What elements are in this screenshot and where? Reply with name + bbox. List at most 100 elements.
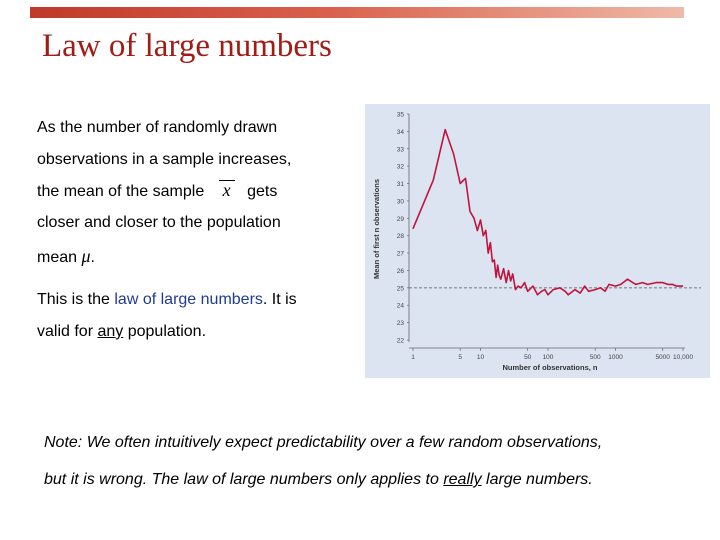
data-point bbox=[635, 284, 637, 285]
data-point bbox=[444, 129, 446, 130]
data-point bbox=[564, 290, 566, 292]
y-tick-label: 27 bbox=[397, 251, 405, 258]
x-tick-label: 10 bbox=[477, 354, 485, 361]
note-line-2: but it is wrong. The law of large number… bbox=[44, 471, 593, 489]
data-point bbox=[608, 284, 610, 285]
data-point bbox=[588, 290, 589, 292]
data-point bbox=[584, 285, 586, 287]
data-point bbox=[532, 285, 534, 287]
x-tick-label: 1 bbox=[411, 354, 415, 361]
data-point bbox=[512, 273, 514, 275]
data-point bbox=[672, 284, 673, 285]
x-tick-label: 10,000 bbox=[673, 354, 693, 361]
data-point bbox=[527, 290, 529, 292]
line-chart: 22 23 24 25 26 27 28 29 30 31 32 33 34 35 1 5 10 50 100 500… bbox=[365, 104, 710, 378]
data-point bbox=[682, 285, 684, 287]
data-point bbox=[655, 282, 657, 283]
slide-title: Law of large numbers bbox=[42, 28, 332, 64]
body-line-6: This is the law of large numbers. It is bbox=[37, 291, 297, 309]
data-point bbox=[559, 287, 561, 289]
y-tick-label: 32 bbox=[397, 164, 405, 171]
x-tick-label: 1000 bbox=[608, 354, 623, 361]
y-axis-label: Mean of first n observations bbox=[372, 179, 381, 279]
x-tick-label: 500 bbox=[590, 354, 601, 361]
data-point bbox=[500, 278, 502, 280]
data-point bbox=[498, 275, 500, 277]
data-point bbox=[676, 285, 677, 287]
data-point bbox=[490, 242, 491, 244]
data-point bbox=[520, 287, 522, 289]
note-line-2-text-a: but it is wrong. The law of large number… bbox=[44, 471, 439, 488]
data-point bbox=[547, 294, 549, 296]
data-point bbox=[647, 284, 649, 285]
data-point bbox=[667, 284, 669, 285]
data-point bbox=[524, 282, 525, 283]
population-mean-symbol: μ bbox=[81, 246, 91, 266]
data-point bbox=[473, 217, 475, 219]
x-tick-label: 5 bbox=[458, 354, 462, 361]
y-tick-label: 24 bbox=[397, 303, 405, 310]
data-point bbox=[642, 282, 643, 283]
any-underlined: any bbox=[97, 323, 124, 340]
y-tick-label: 30 bbox=[397, 198, 405, 205]
data-point bbox=[662, 282, 664, 283]
data-point bbox=[615, 285, 616, 287]
really-underlined: really bbox=[443, 471, 482, 488]
body-line-5-text-b: . bbox=[90, 249, 95, 266]
body-line-1: As the number of randomly drawn bbox=[37, 119, 278, 136]
body-line-2: observations in a sample increases, bbox=[37, 151, 292, 168]
data-point bbox=[567, 294, 569, 296]
body-line-7-text-c: population. bbox=[127, 323, 207, 340]
data-point bbox=[465, 177, 466, 179]
data-point bbox=[505, 282, 507, 283]
note-line-2-text-c: large numbers. bbox=[486, 471, 593, 488]
x-tick-label: 50 bbox=[524, 354, 532, 361]
data-point bbox=[517, 285, 519, 287]
data-point bbox=[600, 287, 601, 289]
y-tick-label: 26 bbox=[397, 268, 405, 275]
data-point bbox=[480, 219, 481, 221]
y-tick-label: 28 bbox=[397, 233, 405, 240]
data-point bbox=[492, 261, 493, 263]
law-of-large-numbers-highlight: law of large numbers bbox=[114, 291, 263, 308]
data-point bbox=[495, 277, 497, 278]
data-point bbox=[510, 280, 512, 282]
data-point bbox=[412, 228, 414, 230]
data-point bbox=[493, 259, 495, 261]
chart-series bbox=[412, 128, 684, 296]
body-line-5: mean μ. bbox=[37, 246, 95, 267]
y-tick-label: 33 bbox=[397, 146, 405, 153]
y-tick-label: 34 bbox=[397, 129, 405, 136]
data-point bbox=[469, 211, 471, 212]
plot-area bbox=[413, 114, 683, 340]
x-tick-label: 5000 bbox=[655, 354, 670, 361]
data-point bbox=[453, 153, 454, 155]
data-point bbox=[552, 289, 554, 290]
y-tick-label: 35 bbox=[397, 112, 405, 119]
body-line-4: closer and closer to the population bbox=[37, 214, 281, 231]
note-line-1: Note: We often intuitively expect predic… bbox=[44, 434, 603, 451]
title-accent-bar bbox=[30, 7, 684, 18]
body-line-6-text-c: . It is bbox=[262, 291, 297, 308]
sample-mean-symbol: x bbox=[217, 180, 237, 201]
data-point bbox=[515, 289, 516, 290]
data-point bbox=[579, 292, 581, 294]
data-point bbox=[482, 235, 484, 237]
data-point bbox=[544, 289, 546, 290]
data-point bbox=[508, 270, 509, 271]
data-point bbox=[477, 230, 478, 231]
body-line-7-text-a: valid for bbox=[37, 323, 94, 340]
data-point bbox=[627, 278, 628, 280]
body-line-3: the mean of the sample x gets bbox=[37, 180, 277, 201]
body-line-5-text-a: mean bbox=[37, 249, 78, 266]
data-point bbox=[487, 252, 489, 254]
y-tick-label: 22 bbox=[397, 338, 405, 345]
data-point bbox=[620, 284, 622, 285]
y-tick-label: 23 bbox=[397, 320, 405, 327]
data-point bbox=[485, 230, 487, 231]
y-tick-label: 31 bbox=[397, 181, 405, 188]
data-point bbox=[537, 294, 538, 296]
data-point bbox=[432, 179, 434, 181]
body-line-6-text-a: This is the bbox=[37, 291, 110, 308]
data-point bbox=[541, 290, 542, 292]
